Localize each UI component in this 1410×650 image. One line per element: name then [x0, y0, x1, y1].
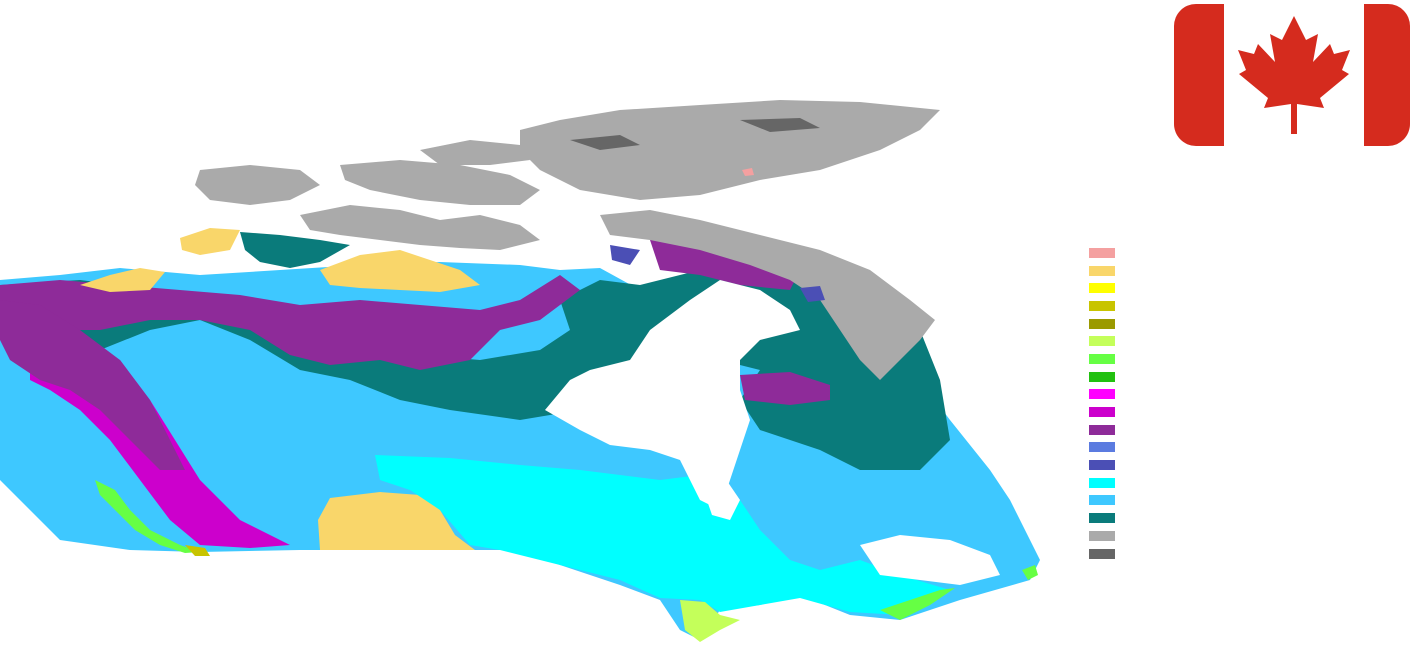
legend-item	[1089, 545, 1129, 563]
legend-item	[1089, 297, 1129, 315]
legend-item	[1089, 315, 1129, 333]
legend-item	[1089, 279, 1129, 297]
arctic-island-baffin	[600, 210, 935, 380]
canada-flag-icon	[1174, 4, 1410, 146]
legend	[1089, 244, 1129, 562]
legend-item	[1089, 439, 1129, 457]
coastal-olive-zone	[185, 545, 210, 556]
southern-ontario-zone	[680, 600, 740, 642]
arctic-dark-highlands	[570, 118, 820, 150]
northern-coast-orange	[80, 268, 165, 292]
flag-left-band-fill	[1196, 4, 1224, 146]
legend-item	[1089, 350, 1129, 368]
legend-swatch	[1089, 460, 1115, 471]
legend-swatch	[1089, 371, 1115, 382]
james-bay	[700, 478, 740, 520]
legend-swatch	[1089, 548, 1115, 559]
flag-right-band-fill	[1364, 4, 1388, 146]
arctic-pink-spot	[742, 168, 754, 176]
indigo-patch	[610, 245, 825, 302]
legend-swatch	[1089, 389, 1115, 400]
legend-swatch	[1089, 407, 1115, 418]
legend-swatch	[1089, 495, 1115, 506]
legend-item	[1089, 386, 1129, 404]
legend-swatch	[1089, 442, 1115, 453]
legend-item	[1089, 492, 1129, 510]
legend-item	[1089, 456, 1129, 474]
prairie-zone	[318, 492, 475, 550]
legend-swatch	[1089, 424, 1115, 435]
legend-item	[1089, 403, 1129, 421]
legend-swatch	[1089, 247, 1115, 258]
legend-item	[1089, 368, 1129, 386]
canada-zone-map	[0, 100, 1040, 642]
hudson-bay	[545, 280, 800, 510]
maritime-green-zone	[880, 588, 955, 620]
legend-swatch	[1089, 530, 1115, 541]
legend-item	[1089, 421, 1129, 439]
gulf-of-st-lawrence	[860, 535, 1000, 585]
cyan-zone	[375, 455, 950, 615]
legend-swatch	[1089, 265, 1115, 276]
arctic-island-banks	[195, 165, 320, 205]
legend-item	[1089, 527, 1129, 545]
legend-swatch	[1089, 477, 1115, 488]
legend-swatch	[1089, 300, 1115, 311]
newfoundland-green-zone	[1022, 565, 1038, 580]
purple-zone	[0, 275, 580, 370]
arctic-island-victoria	[300, 205, 540, 250]
arctic-island-ellesmere	[520, 100, 940, 200]
legend-item	[1089, 262, 1129, 280]
arctic-island-central	[340, 160, 540, 205]
legend-item	[1089, 244, 1129, 262]
legend-swatch	[1089, 353, 1115, 364]
legend-swatch	[1089, 283, 1115, 294]
legend-item	[1089, 509, 1129, 527]
legend-swatch	[1089, 336, 1115, 347]
legend-swatch	[1089, 318, 1115, 329]
northern-teal-zone	[240, 232, 350, 268]
purple-zone-east	[740, 372, 830, 405]
northern-orange-zone	[320, 250, 480, 292]
coastal-green-zone	[95, 480, 200, 553]
maple-leaf-icon	[1238, 16, 1350, 134]
arctic-island-melville	[420, 140, 530, 165]
northwest-orange-zone	[180, 228, 240, 255]
legend-swatch	[1089, 513, 1115, 524]
purple-zone-north	[650, 238, 800, 290]
purple-zone-west	[0, 300, 185, 470]
legend-item	[1089, 332, 1129, 350]
legend-item	[1089, 474, 1129, 492]
